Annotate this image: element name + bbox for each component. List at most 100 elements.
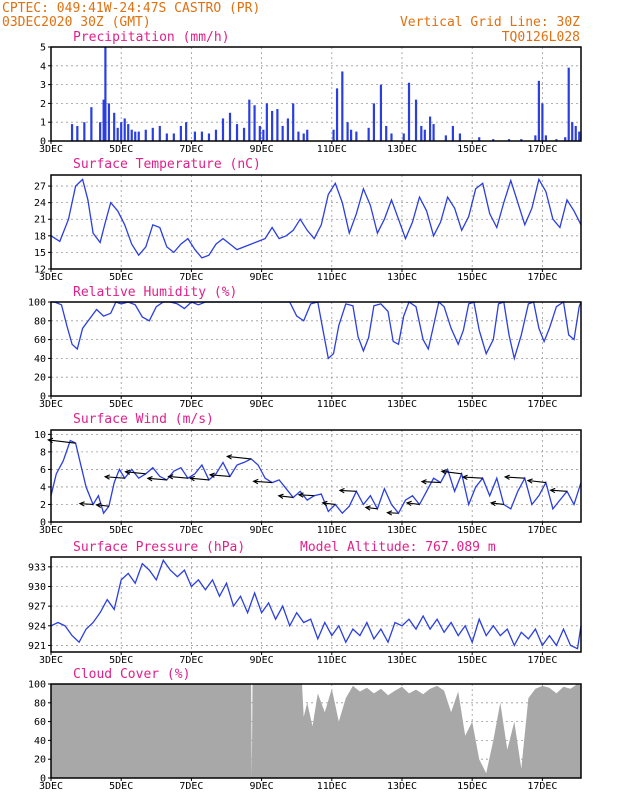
wind-vector-head bbox=[188, 475, 195, 482]
y-tick-label: 930 bbox=[28, 582, 46, 593]
panel-frame bbox=[50, 556, 582, 653]
precip-bar bbox=[271, 110, 274, 141]
y-tick-label: 24 bbox=[34, 198, 46, 209]
wind-vector bbox=[365, 506, 378, 510]
panel-frame bbox=[50, 46, 582, 142]
x-tick-label: 15DEC bbox=[457, 525, 487, 536]
precip-bar bbox=[137, 131, 140, 141]
wind-vector bbox=[462, 476, 483, 479]
precip-bar bbox=[423, 129, 426, 141]
precip-bar bbox=[165, 133, 168, 141]
precip-bar bbox=[520, 139, 523, 141]
y-tick-label: 20 bbox=[34, 373, 46, 384]
precipitation-panel: Precipitation (mm/h) 0 1 2 3 4 5 3DEC 5DEC 7DEC 9… bbox=[39, 30, 582, 155]
precip-bar bbox=[158, 125, 161, 141]
wind-vector-head bbox=[208, 472, 215, 478]
y-tick-label: 2 bbox=[40, 500, 46, 511]
precip-bar bbox=[478, 137, 481, 141]
precip-bar bbox=[492, 139, 495, 141]
x-tick-label: 9DEC bbox=[250, 399, 274, 410]
precip-bar bbox=[228, 112, 232, 141]
precip-bar bbox=[286, 118, 290, 141]
precip-bar bbox=[555, 139, 558, 141]
wind-vector-head bbox=[78, 501, 85, 507]
y-tick-label: 100 bbox=[28, 298, 46, 309]
wind-panel: Surface Wind (m/s) 0 2 4 6 8 10 3DEC 5DEC 7DEC 9D… bbox=[34, 412, 582, 536]
precip-bar bbox=[113, 112, 116, 141]
precip-bar bbox=[407, 82, 411, 141]
precip-bar bbox=[349, 129, 353, 141]
precip-bar bbox=[130, 129, 133, 141]
precip-bar bbox=[107, 103, 111, 141]
wind-vector bbox=[79, 503, 94, 506]
precip-bar bbox=[185, 122, 188, 141]
wind-vector-head bbox=[252, 478, 259, 485]
wind-vector-head bbox=[338, 487, 345, 494]
y-tick-label: 5 bbox=[40, 43, 46, 54]
y-tick-label: 27 bbox=[34, 182, 46, 193]
wind-vector bbox=[491, 502, 504, 506]
panel-frame bbox=[50, 683, 582, 779]
precip-bar bbox=[507, 139, 511, 141]
precip-bar bbox=[306, 129, 309, 141]
y-tick-label: 10 bbox=[34, 430, 46, 441]
wind-vector-head bbox=[386, 510, 393, 516]
wind-vector-head bbox=[405, 500, 412, 507]
x-tick-label: 3DEC bbox=[39, 399, 63, 410]
precip-bar bbox=[134, 131, 137, 141]
x-tick-label: 3DEC bbox=[39, 525, 63, 536]
precip-bar bbox=[127, 124, 130, 141]
wind-vector bbox=[253, 480, 273, 484]
x-tick-label: 5DEC bbox=[109, 272, 133, 283]
y-tick-label: 18 bbox=[34, 231, 46, 242]
wind-vector-head bbox=[549, 487, 556, 494]
wind-vector bbox=[406, 502, 420, 506]
cloud-cover-area bbox=[51, 684, 581, 778]
wind-vector bbox=[168, 475, 188, 479]
wind-vector bbox=[48, 439, 76, 444]
wind-vector bbox=[298, 494, 315, 497]
precip-bar bbox=[90, 107, 93, 141]
x-tick-label: 9DEC bbox=[250, 272, 274, 283]
precip-bar bbox=[70, 124, 74, 141]
x-tick-label: 9DEC bbox=[250, 655, 274, 666]
series-line bbox=[50, 558, 582, 650]
precip-bar bbox=[414, 99, 418, 141]
header-grid-note: Vertical Grid Line: 30Z bbox=[400, 15, 580, 30]
x-tick-label: 15DEC bbox=[457, 781, 487, 792]
wind-vector bbox=[227, 455, 252, 460]
temperature-title: Surface Temperature (nC) bbox=[73, 157, 261, 172]
y-tick-label: 12 bbox=[34, 265, 46, 276]
x-tick-label: 7DEC bbox=[179, 144, 203, 155]
x-tick-label: 17DEC bbox=[527, 655, 557, 666]
x-tick-label: 15DEC bbox=[457, 655, 487, 666]
y-tick-label: 1 bbox=[40, 118, 46, 129]
precip-bar bbox=[335, 88, 339, 141]
precip-bar bbox=[432, 124, 435, 141]
precip-bar bbox=[200, 131, 204, 141]
precip-bar bbox=[402, 133, 405, 141]
humidity-title: Relative Humidity (%) bbox=[73, 285, 237, 300]
y-tick-label: 927 bbox=[28, 602, 46, 613]
wind-vector-head bbox=[124, 469, 131, 475]
y-tick-label: 20 bbox=[34, 755, 46, 766]
x-tick-label: 13DEC bbox=[387, 525, 417, 536]
precip-bar bbox=[235, 124, 239, 141]
y-tick-label: 40 bbox=[34, 736, 46, 747]
x-tick-label: 7DEC bbox=[179, 781, 203, 792]
wind-vector-head bbox=[146, 476, 153, 482]
x-tick-label: 13DEC bbox=[387, 781, 417, 792]
wind-vector bbox=[147, 477, 167, 481]
x-tick-label: 11DEC bbox=[317, 272, 347, 283]
wind-vector-head bbox=[167, 474, 174, 480]
precip-bar bbox=[355, 131, 358, 141]
y-tick-label: 15 bbox=[34, 248, 46, 259]
x-tick-label: 5DEC bbox=[109, 399, 133, 410]
x-tick-label: 7DEC bbox=[179, 525, 203, 536]
precipitation-title: Precipitation (mm/h) bbox=[73, 30, 230, 45]
y-tick-label: 40 bbox=[34, 354, 46, 365]
precip-bar bbox=[537, 80, 540, 141]
wind-vector-head bbox=[526, 478, 533, 484]
precip-bar bbox=[534, 135, 537, 141]
x-tick-label: 17DEC bbox=[527, 272, 557, 283]
